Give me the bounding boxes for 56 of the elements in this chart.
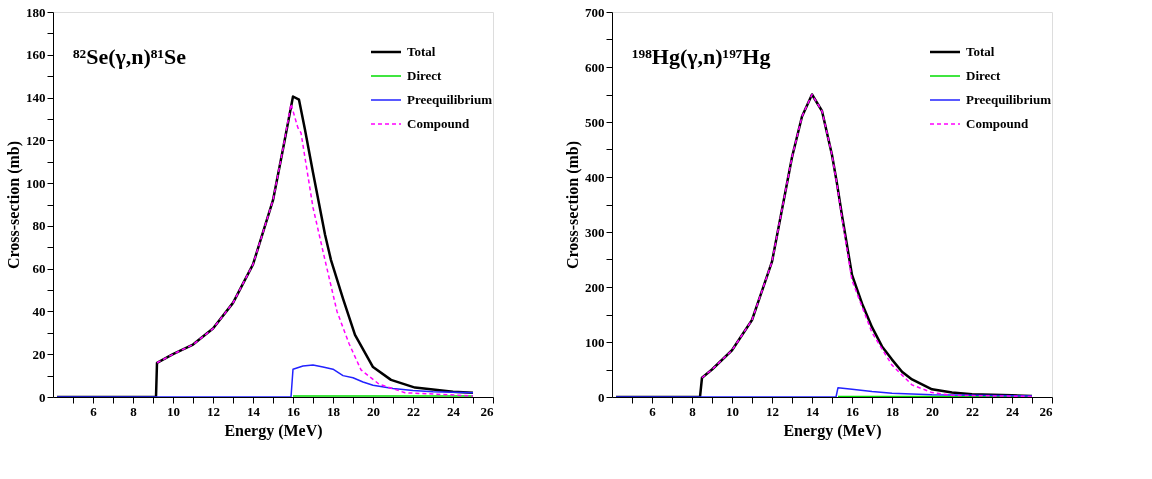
y-tick-label: 160 [26,47,46,63]
x-tick-label: 12 [207,403,220,419]
y-tick-label: 60 [32,261,46,277]
annotation: ¹⁹⁸Hg(γ,n)¹⁹⁷Hg [632,44,771,69]
line-series [615,386,1033,397]
x-tick-label: 16 [846,403,860,419]
x-tick-label: 18 [886,403,900,419]
x-tick-label: 6 [90,403,98,419]
y-tick-label: 0 [39,389,46,405]
x-tick-label: 8 [130,403,138,419]
x-tick-label: 20 [926,403,939,419]
x-tick-label: 22 [407,403,420,419]
legend-label: Compound [407,116,470,131]
line-series [56,364,474,397]
x-tick-label: 12 [766,403,779,419]
y-tick-label: 140 [26,90,46,106]
x-tick-label: 6 [649,403,657,419]
y-tick-label: 500 [585,114,605,130]
legend-label: Preequilibrium [966,92,1052,107]
x-tick-label: 14 [247,403,261,419]
y-tick-label: 100 [585,334,605,350]
x-tick-label: 18 [327,403,341,419]
legend-label: Compound [966,116,1029,131]
x-tick-label: 24 [447,403,461,419]
y-tick-label: 0 [598,389,605,405]
x-tick-label: 8 [689,403,697,419]
x-tick-label: 10 [726,403,739,419]
x-tick-label: 26 [480,403,494,419]
y-tick-label: 20 [32,346,46,362]
y-axis-title: Cross-section (mb) [5,140,23,270]
legend-label: Direct [407,68,443,83]
y-tick-label: 80 [32,218,46,234]
y-axis-title: Cross-section (mb) [564,140,582,270]
y-tick-label: 120 [26,132,46,148]
x-tick-label: 20 [367,403,380,419]
x-axis-title: Energy (MeV) [783,421,882,440]
y-tick-label: 200 [585,279,605,295]
x-tick-label: 26 [1039,403,1053,419]
y-tick-label: 180 [26,4,46,20]
y-tick-label: 40 [32,303,46,319]
x-tick-label: 10 [167,403,180,419]
y-tick-label: 100 [26,175,46,191]
y-tick-label: 600 [585,59,605,75]
annotation: ⁸²Se(γ,n)⁸¹Se [73,44,187,69]
x-tick-label: 16 [287,403,301,419]
x-tick-label: 22 [966,403,979,419]
y-tick-label: 700 [585,4,605,20]
x-axis-title: Energy (MeV) [224,421,323,440]
x-tick-label: 24 [1006,403,1020,419]
y-tick-label: 300 [585,224,605,240]
legend-label: Total [407,44,436,59]
legend-label: Preequilibrium [407,92,493,107]
x-tick-label: 14 [806,403,820,419]
legend-label: Direct [966,68,1002,83]
legend-label: Total [966,44,995,59]
y-tick-label: 400 [585,169,605,185]
